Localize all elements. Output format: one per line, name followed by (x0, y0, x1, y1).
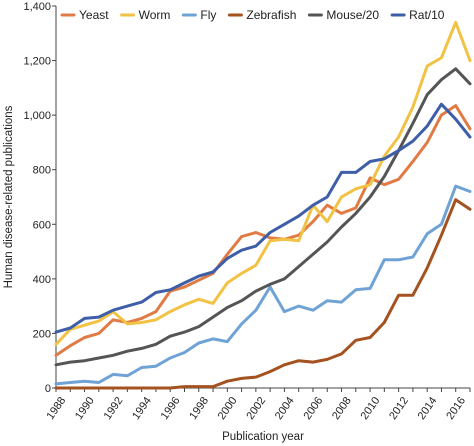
series-line-mouse-20 (54, 67, 472, 367)
x-tick-label: 1988 (44, 395, 68, 422)
series-line-rat-10 (54, 102, 472, 334)
y-tick-label: 800 (33, 165, 51, 177)
x-tick-label: 2012 (387, 395, 411, 422)
series-line-fly (54, 184, 472, 386)
y-axis-ticks: 0 200 400 600 800 1,000 1,200 1,400 (23, 1, 56, 395)
x-tick-label: 2010 (359, 395, 383, 422)
legend-label-rat-10: Rat/10 (409, 8, 445, 22)
legend-label-zebrafish: Zebrafish (246, 8, 296, 22)
x-tick-label: 1990 (73, 395, 97, 422)
legend-label-yeast: Yeast (79, 8, 109, 22)
x-tick-label: 1998 (187, 395, 211, 422)
x-tick-label: 1994 (130, 395, 154, 422)
y-tick-label: 200 (33, 328, 51, 340)
y-tick-label: 1,400 (23, 1, 51, 13)
x-tick-label: 2008 (330, 395, 354, 422)
series-line-worm (54, 20, 472, 346)
x-tick-label: 2016 (444, 395, 468, 422)
x-tick-label: 2000 (216, 395, 240, 422)
y-axis-title: Human disease-related publications (3, 105, 15, 288)
x-tick-label: 2004 (273, 395, 297, 422)
y-tick-label: 600 (33, 219, 51, 231)
y-tick-label: 400 (33, 274, 51, 286)
legend-label-mouse-20: Mouse/20 (326, 8, 379, 22)
y-tick-label: 1,200 (23, 56, 51, 68)
series-lines (54, 20, 472, 390)
x-tick-label: 1996 (159, 395, 183, 422)
legend: Yeast Worm Fly Zebrafish Mouse/20 Rat/10 (60, 8, 445, 22)
x-tick-label: 2014 (416, 395, 440, 422)
y-tick-label: 0 (45, 383, 51, 395)
legend-label-worm: Worm (139, 8, 171, 22)
series-line-zebrafish (54, 198, 472, 390)
x-tick-label: 2002 (244, 395, 268, 422)
x-axis-ticks: 1988 1990 1992 1994 1996 1998 2000 2002 2004 2006… (44, 388, 471, 422)
x-tick-label: 1992 (102, 395, 126, 422)
x-axis-title: Publication year (222, 431, 304, 443)
y-tick-label: 1,000 (23, 110, 51, 122)
legend-label-fly: Fly (200, 8, 216, 22)
x-tick-label: 2006 (301, 395, 325, 422)
